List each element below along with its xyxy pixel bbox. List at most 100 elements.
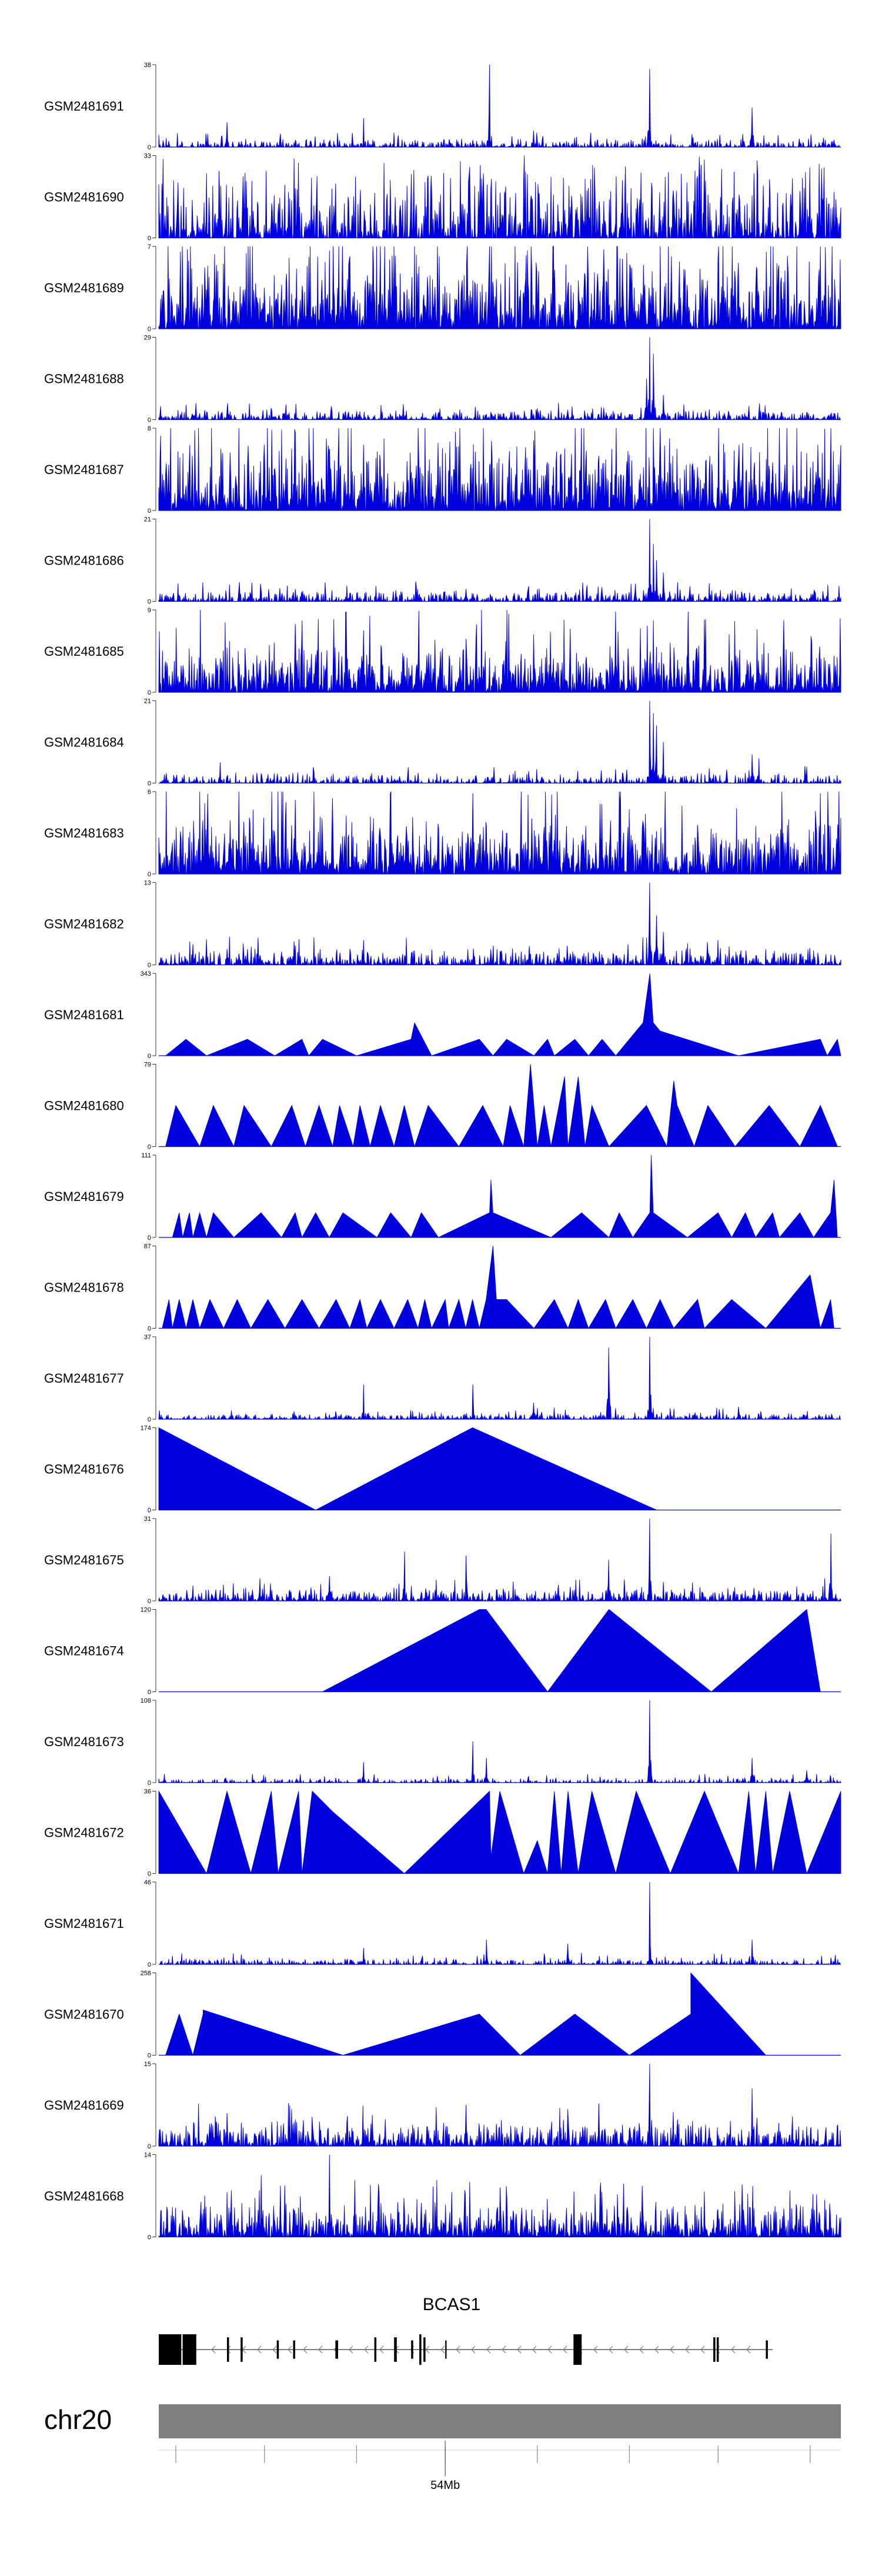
strand-arrow	[609, 2345, 613, 2354]
coverage-area	[158, 2063, 841, 2147]
strand-arrow	[547, 2345, 552, 2354]
gene-exon	[445, 2340, 447, 2359]
coverage-area	[158, 519, 841, 603]
y-min-label: 0	[148, 144, 151, 151]
strand-arrow	[731, 2345, 736, 2354]
coverage-area	[158, 791, 841, 875]
gene-exon	[766, 2340, 768, 2359]
y-max-label: 79	[144, 1062, 151, 1069]
coverage-area	[165, 973, 841, 1056]
gene-exon	[227, 2337, 229, 2362]
strand-arrow	[654, 2345, 659, 2354]
y-min-label: 0	[148, 689, 151, 696]
track-label: GSM2481686	[44, 553, 124, 568]
track-label: GSM2481675	[44, 1553, 124, 1567]
y-max-label: 31	[144, 1516, 151, 1523]
track-gsm2481670: GSM2481670 258 0	[44, 1970, 841, 2060]
track-gsm2481672: GSM2481672 36 0	[44, 1788, 841, 1878]
strand-arrow	[746, 2345, 751, 2354]
y-min-label: 0	[148, 1961, 151, 1968]
gene-exon	[713, 2337, 716, 2362]
track-gsm2481688: GSM2481688 29 0	[44, 335, 841, 424]
y-min-label: 0	[148, 599, 151, 606]
track-label: GSM2481680	[44, 1099, 124, 1113]
track-label: GSM2481688	[44, 372, 124, 386]
track-label: GSM2481687	[44, 462, 124, 477]
y-max-label: 8	[148, 425, 151, 432]
gene-exon	[240, 2337, 243, 2362]
track-gsm2481675: GSM2481675 31 0	[44, 1516, 841, 1605]
coverage-area	[158, 1427, 657, 1510]
track-gsm2481676: GSM2481676 174 0	[44, 1425, 841, 1514]
track-gsm2481681: GSM2481681 343 0	[44, 970, 841, 1060]
coverage-area	[158, 337, 841, 421]
track-gsm2481687: GSM2481687 8 0	[44, 425, 841, 515]
track-gsm2481678: GSM2481678 87 0	[44, 1243, 841, 1333]
strand-arrow	[211, 2345, 216, 2354]
strand-arrow	[532, 2345, 537, 2354]
chromosome-label: chr20	[44, 2404, 112, 2435]
coverage-area	[162, 1246, 834, 1330]
y-min-label: 0	[148, 1053, 151, 1060]
y-min-label: 0	[148, 780, 151, 788]
track-label: GSM2481672	[44, 1826, 124, 1840]
coverage-area	[158, 609, 841, 693]
coverage-area	[158, 246, 841, 330]
y-max-label: 6	[148, 789, 151, 796]
track-label: GSM2481674	[44, 1644, 124, 1659]
strand-arrow	[502, 2345, 506, 2354]
track-gsm2481680: GSM2481680 79 0	[44, 1062, 841, 1151]
y-max-label: 21	[144, 516, 151, 523]
track-gsm2481686: GSM2481686 21 0	[44, 516, 841, 606]
coverage-area	[158, 1700, 841, 1784]
coverage-area	[158, 2154, 841, 2238]
strand-arrow	[303, 2345, 308, 2354]
track-label: GSM2481682	[44, 917, 124, 932]
y-max-label: 343	[141, 970, 151, 977]
y-min-label: 0	[148, 508, 151, 515]
gene-exon	[716, 2337, 719, 2362]
y-min-label: 0	[148, 2234, 151, 2241]
strand-arrow	[639, 2345, 644, 2354]
strand-arrow	[364, 2345, 369, 2354]
y-max-label: 46	[144, 1879, 151, 1886]
y-max-label: 9	[148, 607, 151, 614]
gene-exon	[293, 2340, 295, 2359]
track-label: GSM2481685	[44, 644, 124, 659]
track-label: GSM2481681	[44, 1007, 124, 1022]
track-label: GSM2481676	[44, 1462, 124, 1477]
y-min-label: 0	[148, 871, 151, 878]
track-gsm2481669: GSM2481669 15 0	[44, 2061, 841, 2150]
y-min-label: 0	[148, 1871, 151, 1878]
strand-arrow	[425, 2345, 430, 2354]
y-max-label: 36	[144, 1788, 151, 1796]
coverage-area	[158, 155, 841, 239]
gene-exon	[423, 2337, 426, 2362]
track-gsm2481668: GSM2481668 14 0	[44, 2152, 841, 2241]
track-gsm2481677: GSM2481677 37 0	[44, 1334, 841, 1423]
track-label: GSM2481678	[44, 1280, 124, 1295]
strand-arrow	[563, 2345, 567, 2354]
y-min-label: 0	[148, 1234, 151, 1242]
coverage-area	[165, 1972, 767, 2056]
y-max-label: 29	[144, 335, 151, 342]
track-label: GSM2481690	[44, 190, 124, 205]
strand-arrow	[440, 2345, 445, 2354]
gene-exon	[182, 2334, 196, 2365]
track-gsm2481689: GSM2481689 7 0	[44, 243, 841, 333]
strand-arrow	[318, 2345, 323, 2354]
track-gsm2481691: GSM2481691 38 0	[44, 62, 841, 151]
track-label: GSM2481691	[44, 99, 124, 114]
track-gsm2481690: GSM2481690 33 0	[44, 153, 841, 242]
y-max-label: 7	[148, 243, 151, 251]
y-max-label: 108	[141, 1697, 151, 1704]
gene-exon	[374, 2337, 377, 2362]
strand-arrow	[272, 2345, 277, 2354]
coverage-area	[158, 428, 841, 512]
gene-exon	[573, 2334, 582, 2365]
track-gsm2481671: GSM2481671 46 0	[44, 1879, 841, 1968]
y-min-label: 0	[148, 1689, 151, 1696]
strand-arrow	[456, 2345, 460, 2354]
